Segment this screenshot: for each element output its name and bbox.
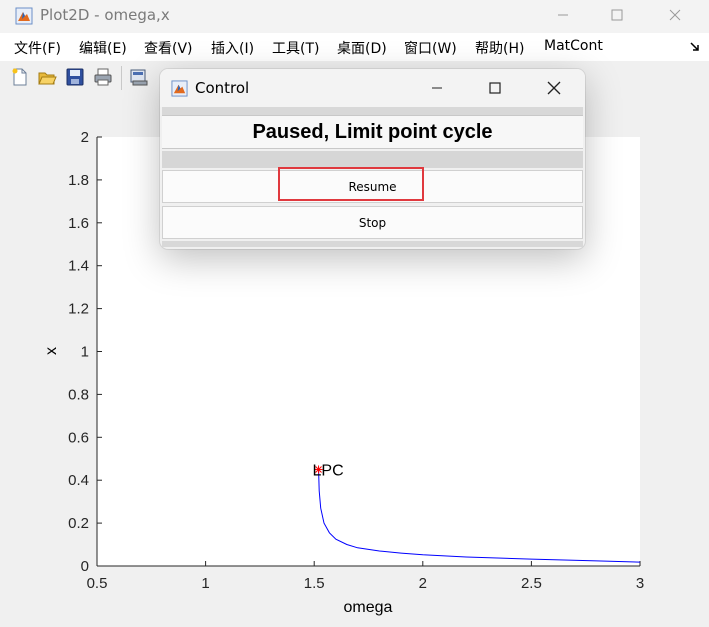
stop-button[interactable]: Stop <box>162 206 583 239</box>
resume-button[interactable]: Resume <box>162 170 583 203</box>
minimize-icon[interactable] <box>540 0 586 30</box>
dialog-close-icon[interactable] <box>526 73 582 103</box>
window-title: Plot2D - omega,x <box>40 6 170 24</box>
maximize-icon[interactable] <box>594 0 640 30</box>
x-tick-label: 1 <box>201 575 209 592</box>
toolbar-separator <box>121 66 122 90</box>
menu-tools[interactable]: 工具(T) <box>272 41 320 57</box>
y-tick-label: 1.4 <box>68 258 89 275</box>
y-tick-label: 0.2 <box>68 515 89 532</box>
x-tick-label: 2.5 <box>521 575 542 592</box>
menu-file[interactable]: 文件(F) <box>14 41 61 57</box>
open-file-icon[interactable] <box>37 67 57 87</box>
control-dialog: Control Paused, Limit point cycle Resume… <box>160 69 585 249</box>
y-tick-label: 0.6 <box>68 429 89 446</box>
menu-edit[interactable]: 编辑(E) <box>79 41 127 57</box>
x-axis-label: omega <box>344 599 393 616</box>
menu-insert[interactable]: 插入(I) <box>211 41 255 57</box>
dock-arrow-icon[interactable] <box>690 42 700 52</box>
dialog-minimize-icon[interactable] <box>409 73 465 103</box>
status-text: Paused, Limit point cycle <box>162 115 583 149</box>
lpc-label: LPC <box>313 462 344 479</box>
y-tick-label: 1.2 <box>68 301 89 318</box>
dialog-footer <box>162 241 583 247</box>
new-figure-icon[interactable] <box>10 67 30 87</box>
matlab-icon <box>15 7 33 25</box>
lpc-marker <box>314 465 323 474</box>
dialog-divider <box>162 107 583 115</box>
x-tick-label: 3 <box>636 575 644 592</box>
menu-matcont[interactable]: MatCont <box>544 38 603 54</box>
y-tick-label: 1 <box>81 344 89 361</box>
series-line <box>318 467 641 563</box>
dialog-maximize-icon[interactable] <box>467 73 523 103</box>
menu-view[interactable]: 查看(V) <box>144 41 193 57</box>
y-tick-label: 0.4 <box>68 472 89 489</box>
x-tick-label: 2 <box>419 575 427 592</box>
menu-bar <box>0 33 709 61</box>
dialog-titlebar <box>160 69 585 107</box>
y-tick-label: 1.8 <box>68 172 89 189</box>
y-tick-label: 0 <box>81 558 89 575</box>
menu-window[interactable]: 窗口(W) <box>404 41 457 57</box>
dialog-title: Control <box>195 79 250 97</box>
y-tick-label: 1.6 <box>68 215 89 232</box>
print-preview-icon[interactable] <box>129 67 149 87</box>
print-icon[interactable] <box>93 67 113 87</box>
matlab-icon <box>171 80 188 97</box>
y-tick-label: 0.8 <box>68 386 89 403</box>
y-tick-label: 2 <box>81 129 89 146</box>
status-strip <box>162 151 583 168</box>
x-tick-label: 1.5 <box>304 575 325 592</box>
window-titlebar <box>0 0 709 33</box>
menu-help[interactable]: 帮助(H) <box>475 41 525 57</box>
resume-highlight <box>278 167 424 201</box>
menu-desktop[interactable]: 桌面(D) <box>337 41 387 57</box>
save-icon[interactable] <box>65 67 85 87</box>
close-icon[interactable] <box>652 0 698 30</box>
x-tick-label: 0.5 <box>87 575 108 592</box>
y-axis-label: x <box>43 347 60 355</box>
